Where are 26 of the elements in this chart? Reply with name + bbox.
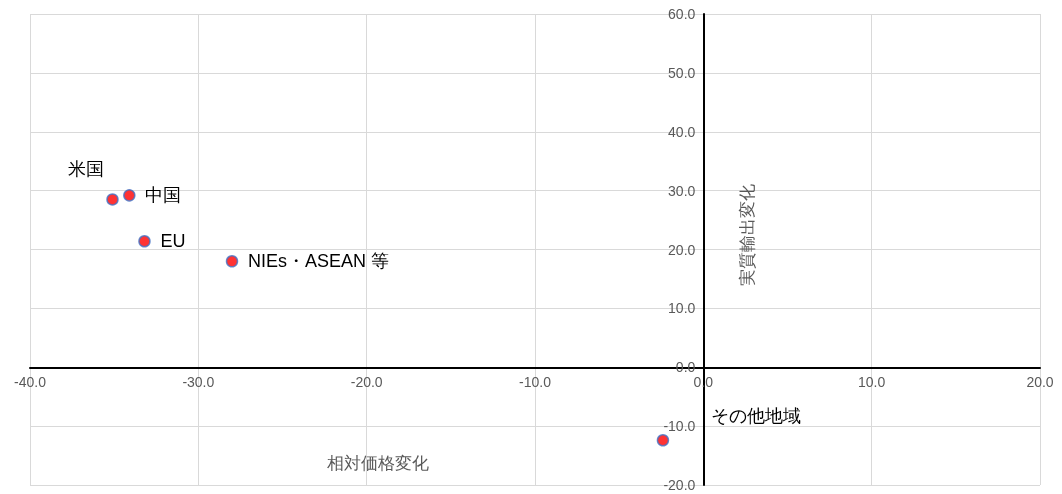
y-tick-label: 40.0 (668, 123, 696, 140)
y-axis-title: 実質輸出変化 (737, 184, 757, 287)
annotation: その他地域 (710, 406, 801, 427)
annotation: NIEs・ASEAN 等 (248, 251, 390, 272)
x-axis-title: 相対価格変化 (327, 454, 430, 474)
point (225, 255, 239, 268)
y-tick-label: 60.0 (668, 6, 696, 22)
x-tick-label: -20.0 (350, 374, 383, 391)
point (138, 235, 151, 248)
y-tick-label: 50.0 (668, 64, 696, 81)
x-tick-label: 10.0 (858, 374, 886, 391)
x-tick-label: -10.0 (519, 374, 552, 391)
annotation: 中国 (145, 185, 182, 206)
x-tick-label: 20.0 (1026, 374, 1054, 391)
y-tick-label: -10.0 (663, 418, 696, 435)
y-tick-label: 10.0 (668, 300, 696, 317)
y-tick-label: 30.0 (668, 182, 696, 199)
annotation: EU (160, 231, 186, 252)
annotation: 米国 (68, 159, 105, 180)
point (123, 189, 136, 202)
y-tick-label: -20.0 (663, 477, 696, 493)
point (106, 193, 119, 206)
x-tick-label: -30.0 (182, 374, 215, 391)
point (656, 434, 670, 447)
x-tick-label: -40.0 (14, 374, 47, 391)
y-tick-label: 20.0 (668, 241, 696, 258)
